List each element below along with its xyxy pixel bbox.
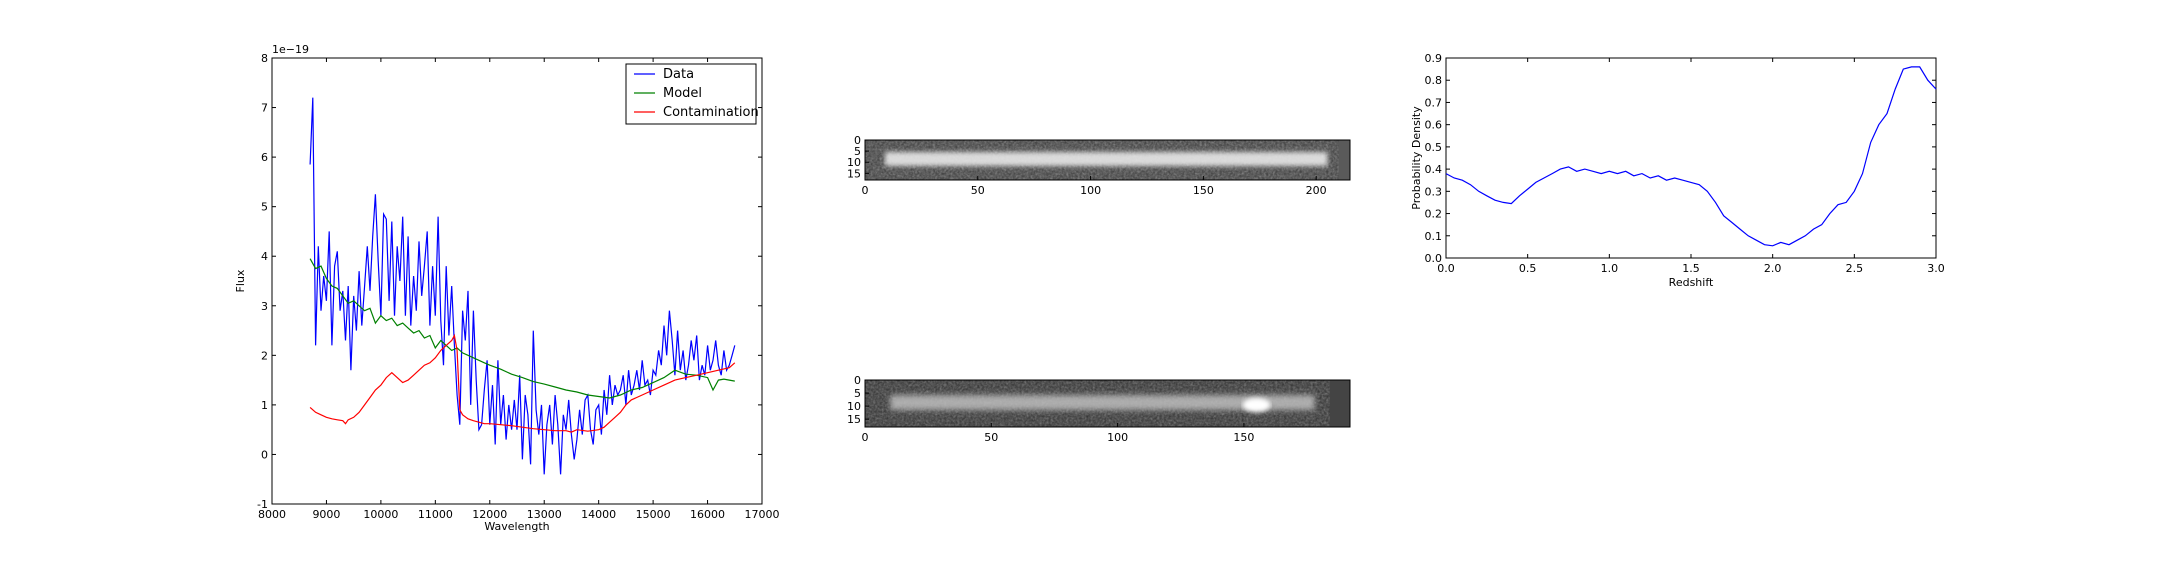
image-2-xtick-label: 50 xyxy=(984,431,998,444)
pdf-xtick-label: 2.0 xyxy=(1764,262,1782,275)
spectrum-ytick-label: 6 xyxy=(261,151,268,164)
spectrum-xtick-label: 16000 xyxy=(690,508,725,521)
spectrum-ytick-label: 3 xyxy=(261,300,268,313)
spectrum-ytick-label: 5 xyxy=(261,201,268,214)
spectrum-xtick-label: 15000 xyxy=(636,508,671,521)
pdf-ytick-label: 0.3 xyxy=(1425,185,1443,198)
pdf-xtick-label: 1.0 xyxy=(1601,262,1619,275)
image-2-trace xyxy=(890,395,1315,410)
image-2-ytick-label: 0 xyxy=(854,374,861,387)
spectrum-series xyxy=(309,97,736,475)
image-1-ytick-label: 10 xyxy=(847,156,861,169)
pdf-plot-area xyxy=(1445,57,1937,259)
spectrum-xtick-label: 17000 xyxy=(745,508,780,521)
image-2-x-ticks: 0 50 100 150 xyxy=(862,423,1254,444)
pdf-xtick-label: 3.0 xyxy=(1927,262,1945,275)
image-2-xtick-label: 0 xyxy=(862,431,869,444)
pdf-ytick-label: 0.9 xyxy=(1425,52,1443,65)
image-1-ytick-label: 0 xyxy=(854,134,861,147)
spectrum-y-axis-label: Flux xyxy=(234,269,247,292)
pdf-panel: 0.0 0.5 1.0 1.5 2.0 2.5 3.0 0.0 0.1 0.2 0.3 0.4 0.5… xyxy=(1410,52,1945,289)
spectrum-y-ticks: -1 0 1 2 3 4 5 6 7 8 xyxy=(257,52,762,511)
image-2-ytick-label: 10 xyxy=(847,400,861,413)
pdf-y-ticks: 0.0 0.1 0.2 0.3 0.4 0.5 0.6 0.7 0.8 0.9 xyxy=(1425,52,1936,265)
spectrum-ytick-label: 7 xyxy=(261,102,268,115)
spectrum-xtick-label: 13000 xyxy=(527,508,562,521)
pdf-ytick-label: 0.0 xyxy=(1425,252,1443,265)
image-1-xtick-label: 150 xyxy=(1193,184,1214,197)
spectrum-xtick-label: 11000 xyxy=(418,508,453,521)
spectrum-panel: 8000 9000 10000 11000 12000 13000 14000 15000 16… xyxy=(234,43,780,533)
spectrum-x-ticks: 8000 9000 10000 11000 12000 13000 14000 15000 16… xyxy=(258,58,780,521)
pdf-ytick-label: 0.2 xyxy=(1425,208,1443,221)
spectrum-legend: Data Model Contamination xyxy=(625,63,759,125)
legend-label-contamination: Contamination xyxy=(663,105,759,120)
series-line-contamination xyxy=(309,333,736,433)
pdf-x-ticks: 0.0 0.5 1.0 1.5 2.0 2.5 3.0 xyxy=(1437,58,1945,275)
pdf-xtick-label: 0.0 xyxy=(1437,262,1455,275)
image-1-pixels xyxy=(865,140,1350,180)
pdf-y-axis-label: Probability Density xyxy=(1410,106,1423,210)
legend-label-data: Data xyxy=(663,67,694,82)
pdf-line xyxy=(1445,66,1937,247)
image-1-edge-strip xyxy=(1338,140,1350,180)
image-2-edge-strip xyxy=(1329,380,1350,427)
image-1-xtick-label: 0 xyxy=(862,184,869,197)
pdf-ytick-label: 0.6 xyxy=(1425,119,1443,132)
spectrum-xtick-label: 10000 xyxy=(363,508,398,521)
pdf-ytick-label: 0.1 xyxy=(1425,230,1443,243)
spectrum-ytick-label: 2 xyxy=(261,349,268,362)
spectrum-ytick-label: 1 xyxy=(261,399,268,412)
image-1-x-ticks: 0 50 100 150 200 xyxy=(862,176,1327,197)
image-2-xtick-label: 150 xyxy=(1233,431,1254,444)
pdf-ytick-label: 0.8 xyxy=(1425,74,1443,87)
spectrum-ytick-label: 4 xyxy=(261,250,268,263)
spectrum-xtick-label: 9000 xyxy=(312,508,340,521)
image-2-bright-spot xyxy=(1242,398,1271,412)
legend-label-model: Model xyxy=(663,86,702,101)
image-2-ytick-label: 5 xyxy=(854,387,861,400)
spectrum-ytick-label: -1 xyxy=(257,498,268,511)
spectrum-ytick-label: 0 xyxy=(261,448,268,461)
image-1-ytick-label: 15 xyxy=(847,167,861,180)
spectrum-plot-area xyxy=(271,57,763,505)
image-1-ytick-label: 5 xyxy=(854,145,861,158)
spectrum-xtick-label: 8000 xyxy=(258,508,286,521)
image-1-xtick-label: 50 xyxy=(971,184,985,197)
spectrum-x-axis-label: Wavelength xyxy=(484,520,549,533)
pdf-ytick-label: 0.4 xyxy=(1425,163,1443,176)
pdf-xtick-label: 1.5 xyxy=(1682,262,1700,275)
spectrum-xtick-label: 14000 xyxy=(581,508,616,521)
image-1-frame xyxy=(864,139,1351,181)
pdf-xtick-label: 2.5 xyxy=(1846,262,1864,275)
image-2-ytick-label: 15 xyxy=(847,413,861,426)
spectrum-xtick-label: 12000 xyxy=(472,508,507,521)
image-1-xtick-label: 200 xyxy=(1306,184,1327,197)
image-2-frame xyxy=(864,379,1351,428)
pdf-xtick-label: 0.5 xyxy=(1519,262,1537,275)
image-2-pixels xyxy=(865,380,1350,427)
image-1-trace xyxy=(885,152,1328,166)
image-1-xtick-label: 100 xyxy=(1080,184,1101,197)
spectrum-y-offset-text: 1e−19 xyxy=(272,43,309,56)
spectrum-ytick-label: 8 xyxy=(261,52,268,65)
series-line-model xyxy=(309,258,735,399)
pdf-x-axis-label: Redshift xyxy=(1669,276,1714,289)
pdf-series xyxy=(1445,66,1937,247)
pdf-ytick-label: 0.5 xyxy=(1425,141,1443,154)
pdf-ytick-label: 0.7 xyxy=(1425,96,1443,109)
image-2-xtick-label: 100 xyxy=(1107,431,1128,444)
